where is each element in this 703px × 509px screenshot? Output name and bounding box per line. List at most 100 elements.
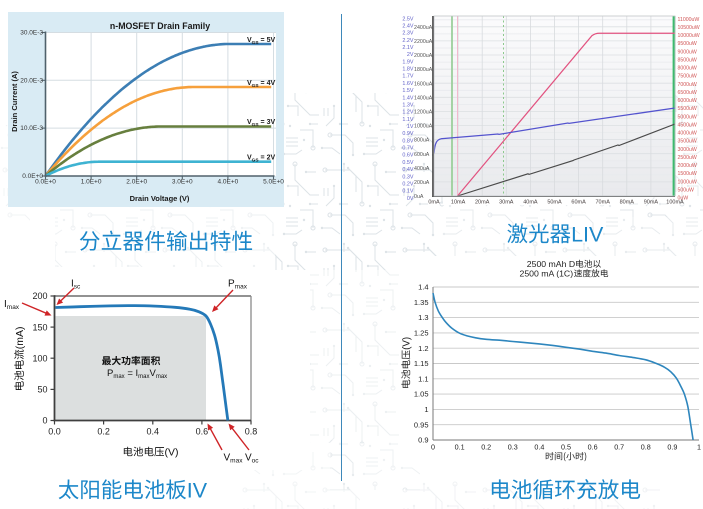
svg-text:7000uW: 7000uW xyxy=(678,82,697,88)
svg-text:2.2V: 2.2V xyxy=(402,38,413,44)
svg-text:0.0: 0.0 xyxy=(48,427,61,437)
svg-text:1400uA: 1400uA xyxy=(414,95,433,101)
svg-text:5000uW: 5000uW xyxy=(678,114,697,120)
svg-text:2000uW: 2000uW xyxy=(678,163,697,169)
svg-text:1.35: 1.35 xyxy=(414,298,429,307)
svg-text:1.9V: 1.9V xyxy=(402,59,413,65)
svg-text:10mA: 10mA xyxy=(451,200,466,206)
svg-text:1V: 1V xyxy=(407,124,414,130)
svg-text:0.8V: 0.8V xyxy=(402,138,413,144)
svg-text:1.6V: 1.6V xyxy=(402,81,413,87)
svg-text:2400uA: 2400uA xyxy=(414,25,433,31)
svg-text:2.4V: 2.4V xyxy=(402,24,413,30)
svg-text:40mA: 40mA xyxy=(523,200,538,206)
svg-text:0uW: 0uW xyxy=(678,196,689,202)
svg-text:5.0E+0: 5.0E+0 xyxy=(263,179,284,186)
svg-text:0V: 0V xyxy=(407,196,414,202)
svg-text:(V): (V) xyxy=(165,447,179,459)
svg-text:0.6: 0.6 xyxy=(588,443,598,452)
svg-text:100: 100 xyxy=(32,354,47,364)
svg-text:50mA: 50mA xyxy=(547,200,562,206)
svg-text:0.6V: 0.6V xyxy=(402,153,413,159)
svg-text:1.2: 1.2 xyxy=(418,344,428,353)
svg-text:9500uW: 9500uW xyxy=(678,41,697,47)
svg-text:500uW: 500uW xyxy=(678,187,695,193)
svg-text:30mA: 30mA xyxy=(499,200,514,206)
svg-text:80mA: 80mA xyxy=(620,200,635,206)
svg-text:1.15: 1.15 xyxy=(414,359,429,368)
svg-text:0.5V: 0.5V xyxy=(402,160,413,166)
svg-text:1.7V: 1.7V xyxy=(402,74,413,80)
svg-text:VGS = 5V: VGS = 5V xyxy=(247,37,275,46)
svg-text:2200uA: 2200uA xyxy=(414,39,433,45)
svg-text:0: 0 xyxy=(431,443,435,452)
svg-text:20.0E-3: 20.0E-3 xyxy=(20,77,43,84)
svg-text:0.6: 0.6 xyxy=(196,427,209,437)
svg-text:n-MOSFET Drain Family: n-MOSFET Drain Family xyxy=(110,21,210,31)
svg-text:9000uW: 9000uW xyxy=(678,49,697,55)
svg-text:0.9: 0.9 xyxy=(667,443,677,452)
svg-text:400uA: 400uA xyxy=(414,166,430,172)
svg-text:1.25: 1.25 xyxy=(414,329,429,338)
svg-text:600uA: 600uA xyxy=(414,152,430,158)
svg-text:5500uW: 5500uW xyxy=(678,106,697,112)
svg-text:4500uW: 4500uW xyxy=(678,122,697,128)
svg-text:200: 200 xyxy=(32,291,47,301)
svg-text:0.95: 0.95 xyxy=(414,420,429,429)
svg-text:4.0E+0: 4.0E+0 xyxy=(218,179,239,186)
svg-text:0.1V: 0.1V xyxy=(402,189,413,195)
svg-text:1600uA: 1600uA xyxy=(414,81,433,87)
svg-text:0.2: 0.2 xyxy=(481,443,491,452)
svg-text:IV: IV xyxy=(187,479,208,503)
svg-text:1.3: 1.3 xyxy=(418,313,428,322)
svg-text:100mA: 100mA xyxy=(666,200,684,206)
svg-text:6000uW: 6000uW xyxy=(678,98,697,104)
svg-text:0: 0 xyxy=(42,416,47,426)
svg-text:10000uW: 10000uW xyxy=(678,33,700,39)
svg-text:70mA: 70mA xyxy=(596,200,611,206)
svg-text:0uA: 0uA xyxy=(414,194,424,200)
svg-text:0mA: 0mA xyxy=(428,200,440,206)
svg-text:3000uW: 3000uW xyxy=(678,147,697,153)
svg-text:1200uA: 1200uA xyxy=(414,110,433,116)
svg-text:6500uW: 6500uW xyxy=(678,90,697,96)
svg-text:1.05: 1.05 xyxy=(414,390,429,399)
svg-text:1.2V: 1.2V xyxy=(402,110,413,116)
svg-text:4000uW: 4000uW xyxy=(678,131,697,137)
svg-text:1.0E+0: 1.0E+0 xyxy=(81,179,102,186)
svg-text:3.0E+0: 3.0E+0 xyxy=(172,179,193,186)
svg-text:8500uW: 8500uW xyxy=(678,58,697,64)
svg-text:(mA): (mA) xyxy=(14,327,26,350)
svg-text:1.4V: 1.4V xyxy=(402,95,413,101)
svg-text:1000uA: 1000uA xyxy=(414,124,433,130)
svg-text:0.9: 0.9 xyxy=(418,436,428,445)
svg-text:0.9V: 0.9V xyxy=(402,131,413,137)
svg-text:0.7V: 0.7V xyxy=(402,146,413,152)
svg-text:0.0E+0: 0.0E+0 xyxy=(22,173,43,180)
svg-text:3500uW: 3500uW xyxy=(678,139,697,145)
svg-text:0.3V: 0.3V xyxy=(402,174,413,180)
svg-text:2V: 2V xyxy=(407,52,414,58)
svg-text:0.1: 0.1 xyxy=(455,443,465,452)
svg-text:2.3V: 2.3V xyxy=(402,31,413,37)
svg-text:1800uA: 1800uA xyxy=(414,67,433,73)
svg-text:11000uW: 11000uW xyxy=(678,17,700,23)
svg-text:30.0E-3: 30.0E-3 xyxy=(20,30,43,37)
svg-text:0.5: 0.5 xyxy=(561,443,571,452)
svg-text:0.7: 0.7 xyxy=(614,443,624,452)
svg-text:2.0E+0: 2.0E+0 xyxy=(126,179,147,186)
svg-text:2.5V: 2.5V xyxy=(402,16,413,22)
svg-text:VGS = 4V: VGS = 4V xyxy=(247,80,275,89)
svg-text:1.4: 1.4 xyxy=(418,283,428,292)
svg-text:20mA: 20mA xyxy=(475,200,490,206)
svg-text:10.0E-3: 10.0E-3 xyxy=(20,125,43,132)
svg-text:150: 150 xyxy=(32,322,47,332)
svg-text:0.4V: 0.4V xyxy=(402,167,413,173)
svg-text:1: 1 xyxy=(697,443,701,452)
svg-text:LIV: LIV xyxy=(571,223,604,247)
svg-text:1000uW: 1000uW xyxy=(678,179,697,185)
svg-text:(V): (V) xyxy=(402,337,413,350)
svg-text:0.2: 0.2 xyxy=(97,427,110,437)
svg-text:0.2V: 0.2V xyxy=(402,181,413,187)
svg-text:2000uA: 2000uA xyxy=(414,53,433,59)
